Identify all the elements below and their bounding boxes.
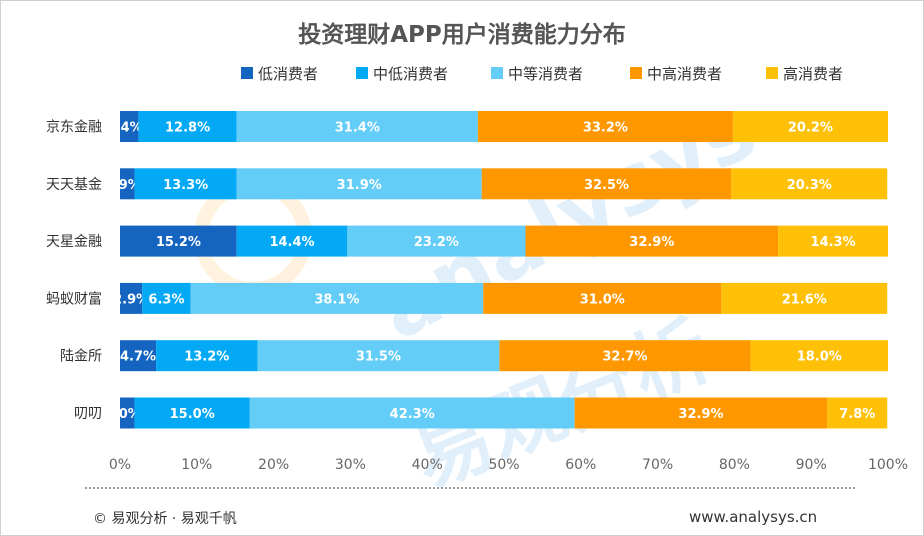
bar-segment-4-1	[156, 340, 258, 372]
bar-segment-4-4	[750, 340, 888, 372]
bar-label-2-4: 14.3%	[811, 235, 856, 250]
bar-label-3-2: 38.1%	[314, 292, 359, 307]
bar-segment-4-3	[499, 340, 751, 372]
bar-segment-0-3	[477, 111, 733, 142]
bars-group: .4% 12.8% 31.4% 33.2% 20.2% .9% 13.3% 31.9% 32.5…	[113, 111, 888, 429]
bar-segment-1-4	[731, 168, 888, 200]
bar-segment-1-0	[120, 168, 135, 200]
bar-label-5-0: .0%	[114, 407, 141, 422]
legend-swatch-0	[241, 67, 253, 79]
bar-label-0-3: 33.2%	[583, 121, 628, 136]
x-tick-4: 40%	[412, 457, 443, 473]
bar-label-3-1: 6.3%	[148, 292, 184, 307]
bar-segment-3-2	[190, 282, 484, 314]
x-tick-8: 80%	[719, 457, 750, 473]
bar-label-1-4: 20.3%	[787, 178, 832, 193]
x-tick-labels: 0% 10% 20% 30% 40% 50% 60% 70% 80% 90% 100%	[109, 457, 908, 473]
bar-label-1-0: .9%	[114, 178, 141, 193]
legend-swatch-2	[491, 67, 503, 79]
bar-segment-5-4	[827, 397, 888, 429]
bar-label-0-4: 20.2%	[788, 121, 833, 136]
bar-segment-0-0	[120, 111, 139, 142]
bar-label-0-1: 12.8%	[165, 121, 210, 136]
bar-label-1-3: 32.5%	[584, 178, 629, 193]
bar-label-5-3: 32.9%	[678, 407, 723, 422]
bar-label-4-0: 4.7%	[120, 350, 156, 365]
bar-segment-1-2	[236, 168, 482, 200]
x-tick-10: 100%	[868, 457, 908, 473]
bar-segment-5-0	[120, 397, 135, 429]
bar-label-0-2: 31.4%	[335, 121, 380, 136]
bar-label-3-0: 2.9%	[113, 292, 149, 307]
legend-swatch-4	[766, 67, 778, 79]
category-label-4: 陆金所	[60, 349, 102, 365]
bar-label-2-3: 32.9%	[629, 235, 674, 250]
bar-label-4-4: 18.0%	[797, 350, 842, 365]
bar-label-2-1: 14.4%	[269, 235, 314, 250]
bar-label-1-1: 13.3%	[163, 178, 208, 193]
x-tick-6: 60%	[565, 457, 596, 473]
bar-segment-1-1	[134, 168, 237, 200]
bar-label-3-4: 21.6%	[782, 292, 827, 307]
legend-label-1: 中低消费者	[373, 65, 448, 83]
bar-label-0-0: .4%	[116, 121, 143, 136]
bar-segment-4-2	[257, 340, 500, 372]
bar-segment-0-2	[236, 111, 478, 142]
bar-label-1-2: 31.9%	[337, 178, 382, 193]
category-label-5: 叨叨	[74, 406, 102, 422]
bar-label-4-1: 13.2%	[184, 350, 229, 365]
x-tick-2: 20%	[258, 457, 289, 473]
bar-label-3-3: 31.0%	[580, 292, 625, 307]
x-tick-9: 90%	[796, 457, 827, 473]
bar-segment-3-3	[483, 282, 722, 314]
category-label-1: 天天基金	[46, 176, 102, 193]
bar-label-2-2: 23.2%	[414, 235, 459, 250]
category-label-3: 蚂蚁财富	[46, 290, 102, 307]
category-label-0: 京东金融	[46, 120, 102, 136]
bar-segment-3-1	[142, 282, 191, 314]
bar-segment-5-3	[574, 397, 828, 429]
bar-segment-3-0	[120, 282, 143, 314]
bar-label-4-3: 32.7%	[602, 350, 647, 365]
bar-label-2-0: 15.2%	[156, 235, 201, 250]
x-tick-5: 50%	[488, 457, 519, 473]
legend-swatch-1	[356, 67, 368, 79]
legend-label-0: 低消费者	[258, 65, 318, 83]
bar-segment-0-4	[732, 111, 888, 142]
category-label-2: 天星金融	[46, 234, 102, 250]
bar-segment-3-4	[721, 282, 888, 314]
bar-segment-2-1	[236, 225, 348, 257]
bar-segment-5-2	[249, 397, 575, 429]
footer-copyright: © 易观分析 · 易观千帆	[93, 511, 237, 527]
x-tick-3: 30%	[335, 457, 366, 473]
x-tick-1: 10%	[181, 457, 212, 473]
legend-swatch-3	[630, 67, 642, 79]
x-tick-0: 0%	[109, 457, 131, 473]
bar-label-5-1: 15.0%	[170, 407, 215, 422]
bar-segment-4-0	[120, 340, 157, 372]
bar-segment-1-3	[481, 168, 732, 200]
chart-title: 投资理财APP用户消费能力分布	[298, 22, 626, 48]
bar-label-5-4: 7.8%	[839, 407, 875, 422]
x-tick-7: 70%	[642, 457, 673, 473]
bar-label-5-2: 42.3%	[390, 407, 435, 422]
footer-website[interactable]: www.analysys.cn	[689, 508, 818, 526]
bar-segment-0-1	[138, 111, 237, 142]
footer-divider	[85, 487, 855, 489]
legend-label-2: 中等消费者	[508, 65, 583, 83]
bar-segment-5-1	[134, 397, 250, 429]
legend-label-3: 中高消费者	[647, 65, 722, 83]
legend: 低消费者 中低消费者 中等消费者 中高消费者 高消费者	[241, 65, 843, 83]
bar-segment-2-4	[778, 225, 888, 257]
bar-segment-2-0	[120, 225, 237, 257]
bar-segment-2-3	[525, 225, 779, 257]
bar-segment-2-2	[347, 225, 526, 257]
bar-label-4-2: 31.5%	[356, 350, 401, 365]
legend-label-4: 高消费者	[783, 65, 843, 83]
